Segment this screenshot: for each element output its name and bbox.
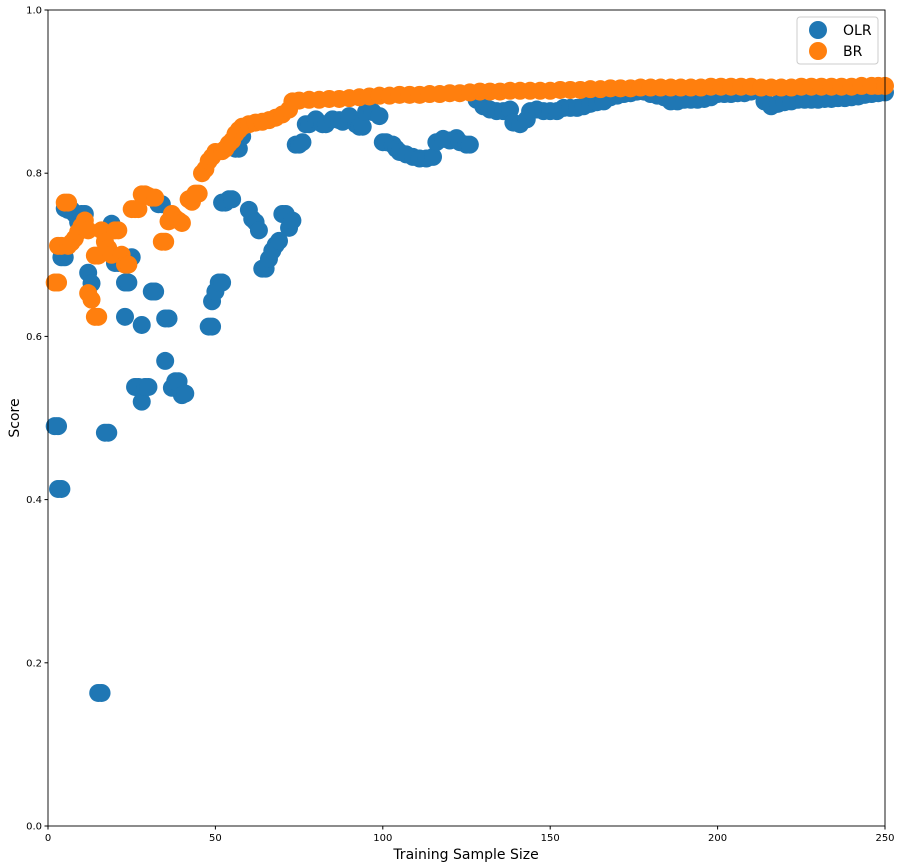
data-point-olr — [270, 231, 289, 250]
y-tick-label: 0.4 — [26, 495, 42, 506]
data-point-olr — [146, 282, 165, 301]
data-point-olr — [119, 273, 138, 292]
data-point-olr — [116, 307, 135, 326]
legend-label-olr: OLR — [843, 23, 872, 39]
data-point-olr — [370, 107, 389, 126]
legend-marker-br — [809, 42, 827, 60]
legend: OLR BR — [796, 16, 879, 65]
data-point-br — [109, 221, 128, 240]
x-tick-label: 100 — [373, 833, 392, 844]
data-point-olr — [132, 392, 151, 411]
y-tick-label: 1.0 — [26, 6, 42, 17]
data-point-olr — [213, 273, 232, 292]
data-point-olr — [52, 479, 71, 498]
data-point-olr — [49, 417, 68, 436]
y-tick-label: 0.8 — [26, 169, 42, 180]
data-point-olr — [223, 190, 242, 209]
y-tick-label: 0.0 — [26, 822, 42, 833]
data-point-br — [82, 290, 101, 309]
data-point-olr — [353, 117, 372, 136]
data-point-br — [172, 213, 191, 232]
y-tick-label: 0.6 — [26, 332, 42, 343]
data-point-br — [156, 232, 175, 251]
data-point-br — [119, 255, 138, 274]
x-tick-label: 150 — [541, 833, 560, 844]
data-point-br — [49, 273, 68, 292]
legend-label-br: BR — [843, 44, 863, 60]
data-point-olr — [293, 133, 312, 152]
x-tick-label: 200 — [708, 833, 727, 844]
x-axis-label: Training Sample Size — [392, 847, 538, 863]
x-tick-label: 250 — [875, 833, 894, 844]
series-olr — [45, 80, 894, 702]
data-point-olr — [139, 377, 158, 396]
data-point-olr — [424, 147, 443, 166]
x-tick-label: 0 — [45, 833, 51, 844]
y-axis-label: Score — [7, 398, 23, 437]
data-point-olr — [156, 351, 175, 370]
data-point-olr — [249, 221, 268, 240]
legend-marker-olr — [809, 21, 827, 39]
data-point-br — [129, 200, 148, 219]
data-point-olr — [460, 135, 479, 154]
x-tick-label: 50 — [209, 833, 222, 844]
series-br — [45, 76, 894, 326]
x-axis-ticks: 0 50 100 150 200 250 — [45, 826, 895, 844]
data-point-br — [89, 307, 108, 326]
data-point-olr — [92, 683, 111, 702]
data-point-br — [189, 184, 208, 203]
y-axis-ticks: 0.0 0.2 0.4 0.6 0.8 1.0 — [26, 6, 48, 833]
data-point-br — [59, 193, 78, 212]
data-point-br — [146, 188, 165, 207]
data-point-olr — [176, 384, 195, 403]
data-point-olr — [99, 423, 118, 442]
y-tick-label: 0.2 — [26, 658, 42, 669]
plot-marks — [45, 76, 894, 702]
data-point-olr — [159, 309, 178, 328]
data-point-olr — [132, 315, 151, 334]
data-point-olr — [283, 211, 302, 230]
data-point-olr — [203, 317, 222, 336]
plot-frame — [47, 9, 886, 827]
data-point-br — [79, 221, 98, 240]
